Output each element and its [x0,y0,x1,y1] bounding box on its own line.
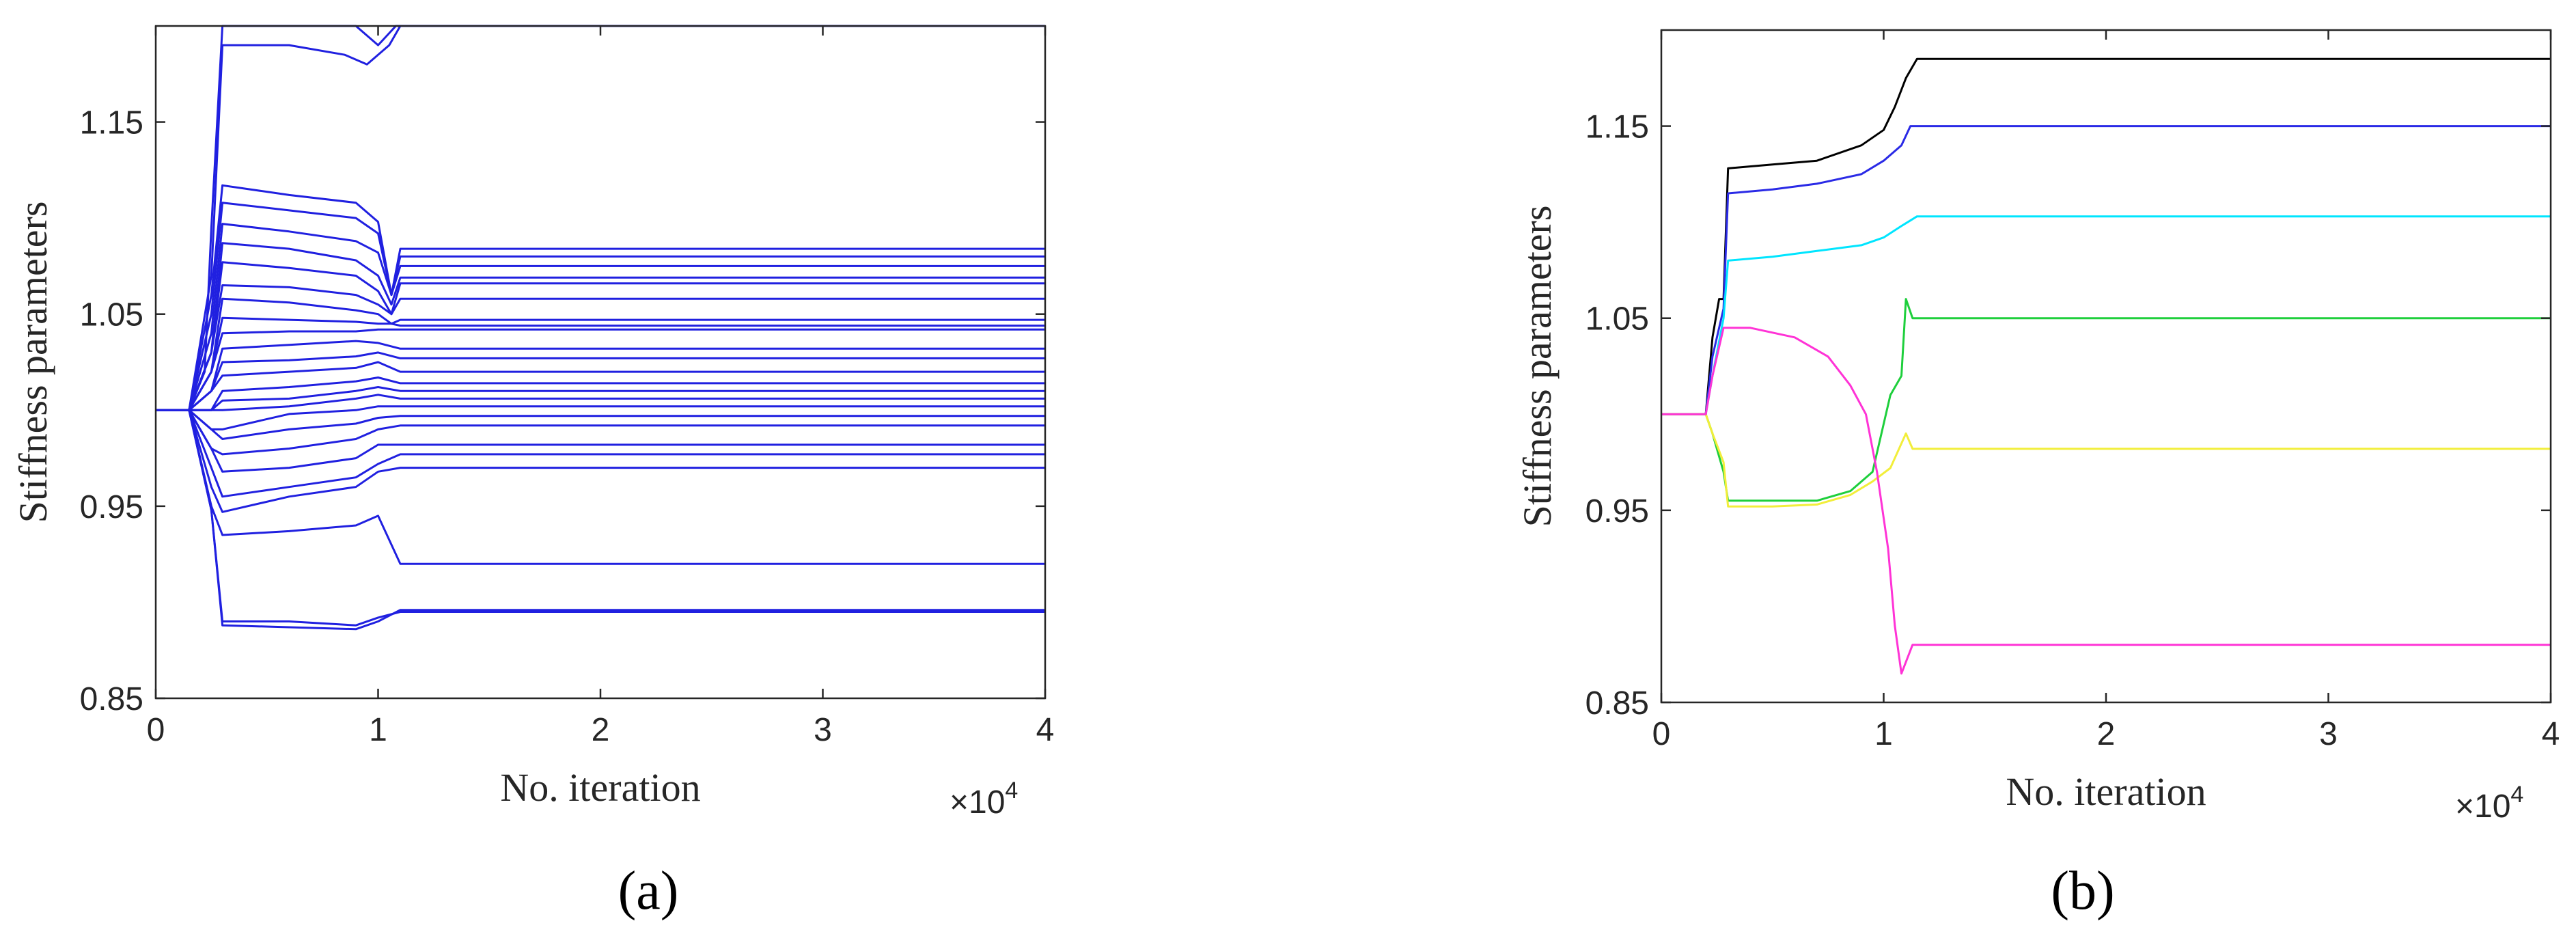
series-line-a-1 [156,25,1045,411]
plot-frame-a [154,25,1047,700]
x-axis-label-a: No. iteration [500,765,700,810]
x-multiplier-b: ×104 [2455,782,2523,825]
y-tick-label-b-0: 0.85 [1585,685,1649,722]
series-line-a-21 [156,409,1045,473]
x-tick-label-b-0: 0 [1652,716,1671,752]
x-multiplier-exp-b: 4 [2510,782,2523,808]
series-line-b-1 [1661,57,2551,415]
x-multiplier-base-b: ×10 [2455,788,2510,825]
caption-b: (b) [2051,861,2114,921]
series-line-a-23 [156,409,1045,513]
series-line-b-6 [1661,327,2551,675]
y-tick-label-b-2: 1.05 [1585,301,1649,338]
x-tick-label-a-3: 3 [814,712,832,748]
x-tick-label-b-2: 2 [2097,716,2116,752]
x-multiplier-base-a: ×10 [950,784,1005,821]
y-axis-label-a: Stiffness parameters [11,202,55,523]
plot-frame-b [1660,29,2552,704]
x-tick-label-a-4: 4 [1036,712,1055,748]
y-tick-label-a-1: 0.95 [80,489,143,525]
y-axis-label-b: Stiffness parameters [1515,206,1560,527]
x-tick-label-a-2: 2 [592,712,610,748]
series-line-a-22 [156,409,1045,498]
y-tick-label-b-3: 1.15 [1585,109,1649,146]
x-multiplier-exp-a: 4 [1005,778,1018,804]
series-line-a-5 [156,223,1045,411]
x-axis-label-b: No. iteration [2006,769,2206,814]
series-line-a-2 [156,25,1045,411]
series-line-a-14 [156,361,1045,411]
series-line-a-12 [156,340,1045,411]
series-line-a-15 [156,376,1045,411]
series-line-b-3 [1661,215,2551,415]
x-tick-label-a-0: 0 [147,712,165,748]
series-line-a-17 [156,394,1045,411]
x-tick-label-b-4: 4 [2542,716,2560,752]
x-multiplier-a: ×104 [950,778,1018,821]
series-line-b-4 [1661,298,2551,502]
y-tick-label-a-2: 1.05 [80,297,143,333]
series-line-a-13 [156,351,1045,411]
series-line-a-26 [156,409,1045,631]
panel-a: 0 1 2 3 4 0.85 0.95 1.05 1.15 No. iteration Stif… [11,25,1055,921]
caption-a: (a) [618,861,679,921]
ticks-layer-b: 0 1 2 3 4 0.85 0.95 1.05 1.15 [1585,30,2560,752]
x-tick-label-a-1: 1 [369,712,387,748]
series-line-a-11 [156,328,1045,411]
series-line-a-25 [156,409,1045,627]
series-layer-b [1661,57,2551,675]
series-layer-a [156,25,1045,631]
series-line-a-8 [156,284,1045,411]
series-line-b-2 [1661,125,2551,415]
y-tick-label-a-0: 0.85 [80,681,143,717]
y-tick-label-a-3: 1.15 [80,105,143,141]
x-tick-label-b-3: 3 [2319,716,2338,752]
y-tick-label-b-1: 0.95 [1585,493,1649,530]
x-tick-label-b-1: 1 [1874,716,1893,752]
panel-b: 0 1 2 3 4 0.85 0.95 1.05 1.15 No. iteration Stif… [1515,29,2560,921]
series-line-a-19 [156,409,1045,440]
series-line-a-4 [156,202,1045,411]
series-line-a-9 [156,297,1045,411]
ticks-layer-a: 0 1 2 3 4 0.85 0.95 1.05 1.15 [80,26,1055,748]
series-line-b-5 [1661,413,2551,508]
